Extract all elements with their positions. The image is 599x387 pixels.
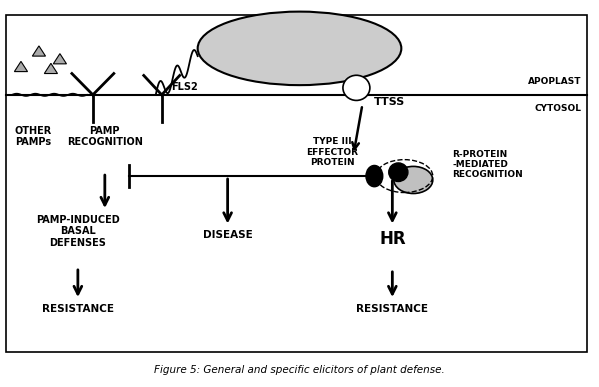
Text: TTSS: TTSS: [374, 97, 406, 107]
Text: TYPE III
EFFECTOR
PROTEIN: TYPE III EFFECTOR PROTEIN: [307, 137, 358, 167]
Text: Figure 5: General and specific elicitors of plant defense.: Figure 5: General and specific elicitors…: [154, 365, 445, 375]
Polygon shape: [32, 46, 46, 56]
Polygon shape: [44, 63, 58, 74]
Text: DISEASE: DISEASE: [202, 230, 253, 240]
Text: PAMP-INDUCED
BASAL
DEFENSES: PAMP-INDUCED BASAL DEFENSES: [36, 215, 120, 248]
Ellipse shape: [198, 12, 401, 85]
Ellipse shape: [394, 166, 432, 194]
Text: R-PROTEIN
-MEDIATED
RECOGNITION: R-PROTEIN -MEDIATED RECOGNITION: [452, 149, 523, 180]
Polygon shape: [53, 54, 66, 64]
Ellipse shape: [389, 163, 408, 182]
Text: CYTOSOL: CYTOSOL: [534, 104, 581, 113]
Text: PAMP
RECOGNITION: PAMP RECOGNITION: [67, 126, 143, 147]
Text: FLS2: FLS2: [171, 82, 198, 92]
Text: APOPLAST: APOPLAST: [528, 77, 581, 86]
Text: OTHER
PAMPs: OTHER PAMPs: [14, 126, 52, 147]
Text: RESISTANCE: RESISTANCE: [356, 304, 428, 314]
Ellipse shape: [366, 165, 383, 187]
Ellipse shape: [343, 75, 370, 100]
Text: RESISTANCE: RESISTANCE: [42, 304, 114, 314]
FancyBboxPatch shape: [6, 15, 587, 352]
Polygon shape: [14, 62, 28, 72]
Text: HR: HR: [379, 230, 406, 248]
